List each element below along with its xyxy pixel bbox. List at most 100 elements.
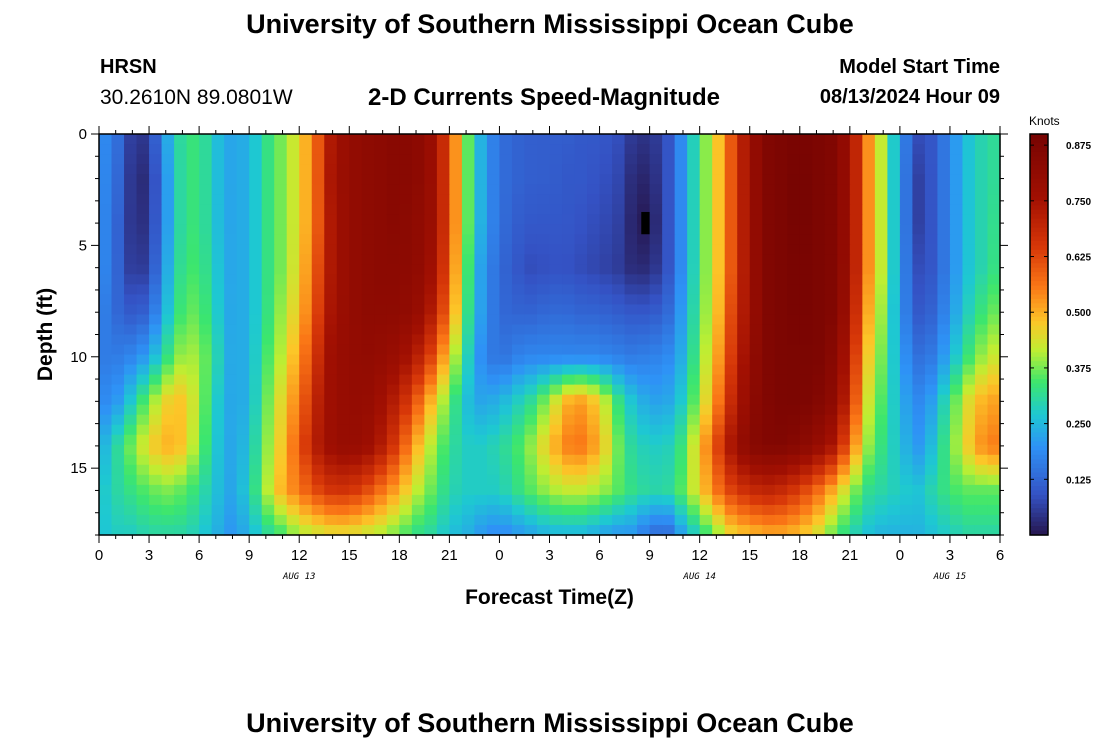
heatmap-cell bbox=[874, 464, 888, 476]
heatmap-cell bbox=[461, 334, 476, 346]
heatmap-cell bbox=[449, 454, 463, 466]
heatmap-cell bbox=[624, 204, 638, 215]
heatmap-cell bbox=[174, 264, 188, 275]
heatmap-cell bbox=[774, 514, 788, 526]
heatmap-cell bbox=[186, 154, 200, 165]
heatmap-cell bbox=[499, 164, 513, 175]
heatmap-cell bbox=[624, 454, 638, 466]
heatmap-cell bbox=[574, 504, 588, 516]
heatmap-cell bbox=[587, 284, 601, 295]
heatmap-cell bbox=[211, 494, 225, 506]
heatmap-cell bbox=[111, 284, 125, 295]
x-tick-label: 9 bbox=[645, 547, 653, 564]
heatmap-cell bbox=[361, 474, 375, 486]
heatmap-cell bbox=[574, 334, 588, 346]
heatmap-cell bbox=[799, 454, 813, 466]
heatmap-cell bbox=[324, 464, 338, 476]
heatmap-cell bbox=[774, 484, 788, 496]
heatmap-cell bbox=[762, 464, 776, 476]
heatmap-cell bbox=[386, 184, 400, 195]
heatmap-cell bbox=[499, 194, 513, 205]
heatmap-cell bbox=[787, 444, 801, 456]
heatmap-cell bbox=[849, 384, 863, 396]
heatmap-cell bbox=[261, 264, 275, 275]
heatmap-cell bbox=[474, 464, 488, 476]
heatmap-cell bbox=[637, 444, 651, 456]
heatmap-cell bbox=[937, 274, 951, 285]
colorbar-swatch bbox=[1030, 200, 1048, 206]
heatmap-cell bbox=[974, 464, 989, 476]
heatmap-cell bbox=[774, 284, 788, 295]
heatmap-cell bbox=[549, 174, 563, 185]
heatmap-cell bbox=[99, 234, 113, 245]
heatmap-cell bbox=[887, 164, 901, 175]
heatmap-cell bbox=[887, 314, 901, 326]
heatmap-cell bbox=[261, 494, 275, 506]
heatmap-cell bbox=[199, 264, 213, 275]
heatmap-cell bbox=[587, 384, 601, 396]
heatmap-cell bbox=[311, 424, 325, 436]
heatmap-cell bbox=[887, 224, 901, 235]
heatmap-cell bbox=[862, 414, 876, 426]
heatmap-cell bbox=[912, 314, 926, 326]
heatmap-cell bbox=[862, 284, 876, 295]
heatmap-cell bbox=[824, 464, 838, 476]
heatmap-cell bbox=[336, 134, 350, 145]
heatmap-cell bbox=[286, 454, 300, 466]
heatmap-cell bbox=[624, 294, 638, 306]
heatmap-cell bbox=[824, 524, 838, 536]
heatmap-cell bbox=[436, 344, 450, 356]
heatmap-cell bbox=[674, 174, 688, 185]
heatmap-cell bbox=[349, 314, 363, 326]
heatmap-cell bbox=[161, 514, 175, 526]
heatmap-cell bbox=[411, 304, 425, 316]
heatmap-cell bbox=[461, 304, 476, 316]
heatmap-cell bbox=[987, 284, 1001, 295]
heatmap-cell bbox=[612, 194, 626, 205]
heatmap-cell bbox=[874, 484, 888, 496]
heatmap-cell bbox=[574, 404, 588, 416]
heatmap-cell bbox=[799, 314, 813, 326]
heatmap-cell bbox=[311, 274, 325, 285]
heatmap-cell bbox=[674, 134, 688, 145]
heatmap-cell bbox=[524, 304, 538, 316]
heatmap-cell bbox=[799, 184, 813, 195]
heatmap-cell bbox=[799, 334, 813, 346]
heatmap-cell bbox=[499, 304, 513, 316]
heatmap-cell bbox=[812, 484, 826, 496]
heatmap-cell bbox=[374, 324, 388, 336]
heatmap-cell bbox=[649, 334, 663, 346]
heatmap-cell bbox=[349, 464, 363, 476]
heatmap-cell bbox=[987, 444, 1001, 456]
heatmap-cell bbox=[937, 524, 951, 536]
heatmap-cell bbox=[749, 354, 763, 366]
heatmap-cell bbox=[749, 454, 763, 466]
heatmap-cell bbox=[536, 404, 551, 416]
heatmap-cell bbox=[174, 224, 188, 235]
heatmap-cell bbox=[536, 294, 551, 306]
heatmap-cell bbox=[887, 234, 901, 245]
heatmap-cell bbox=[274, 354, 288, 366]
heatmap-cell bbox=[624, 224, 638, 235]
heatmap-cell bbox=[674, 354, 688, 366]
heatmap-cell bbox=[386, 334, 400, 346]
heatmap-cell bbox=[136, 284, 150, 295]
heatmap-cell bbox=[424, 504, 438, 516]
heatmap-cell bbox=[774, 384, 788, 396]
heatmap-cell bbox=[699, 264, 713, 275]
heatmap-cell bbox=[486, 384, 501, 396]
heatmap-cell bbox=[124, 294, 138, 306]
heatmap-cell bbox=[261, 284, 275, 295]
heatmap-cell bbox=[224, 464, 238, 476]
heatmap-cell bbox=[937, 294, 951, 306]
heatmap-cell bbox=[574, 164, 588, 175]
heatmap-cell bbox=[99, 444, 113, 456]
heatmap-cell bbox=[774, 314, 788, 326]
heatmap-cell bbox=[974, 514, 989, 526]
heatmap-cell bbox=[674, 344, 688, 356]
heatmap-cell bbox=[624, 414, 638, 426]
heatmap-cell bbox=[161, 284, 175, 295]
heatmap-cell bbox=[424, 334, 438, 346]
heatmap-cell bbox=[211, 264, 225, 275]
